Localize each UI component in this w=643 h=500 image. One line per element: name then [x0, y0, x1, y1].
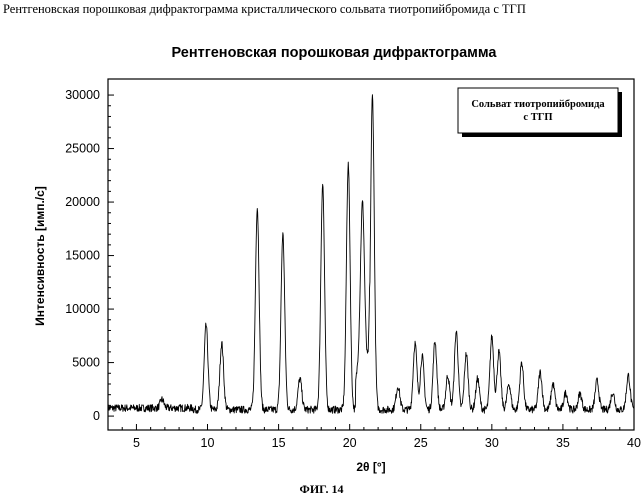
legend-frame	[458, 88, 618, 133]
y-tick-label: 30000	[65, 88, 100, 102]
chart-title: Рентгеновская порошковая дифрактограмма	[171, 45, 497, 61]
diffraction-trace	[108, 95, 634, 414]
y-tick-label: 15000	[65, 249, 100, 263]
y-tick-label: 10000	[65, 302, 100, 316]
x-tick-label: 10	[201, 436, 215, 450]
figure-number: ФИГ. 14	[0, 482, 643, 497]
y-tick-label: 0	[93, 409, 100, 423]
x-axis-title: 2θ [°]	[356, 460, 385, 474]
x-tick-label: 5	[133, 436, 140, 450]
x-tick-label: 35	[556, 436, 570, 450]
y-axis-title: Интенсивность [имп./с]	[33, 186, 47, 326]
x-tick-label: 30	[485, 436, 499, 450]
y-tick-label: 25000	[65, 142, 100, 156]
x-tick-label: 25	[414, 436, 428, 450]
y-tick-label: 20000	[65, 195, 100, 209]
axis-tick-labels: 5 10 15 20 25 30 35 40 0 5000 10000 15000 20000 25000…	[65, 88, 641, 450]
legend-line-1: Сольват тиотропийбромида	[471, 99, 605, 110]
x-tick-label: 15	[272, 436, 286, 450]
legend-line-2: с ТГП	[523, 112, 552, 123]
legend: Сольват тиотропийбромида с ТГП	[458, 88, 622, 137]
diffractogram-chart: Рентгеновская порошковая дифрактограмма …	[0, 0, 643, 480]
y-tick-label: 5000	[72, 356, 100, 370]
x-tick-label: 20	[343, 436, 357, 450]
x-tick-label: 40	[627, 436, 641, 450]
